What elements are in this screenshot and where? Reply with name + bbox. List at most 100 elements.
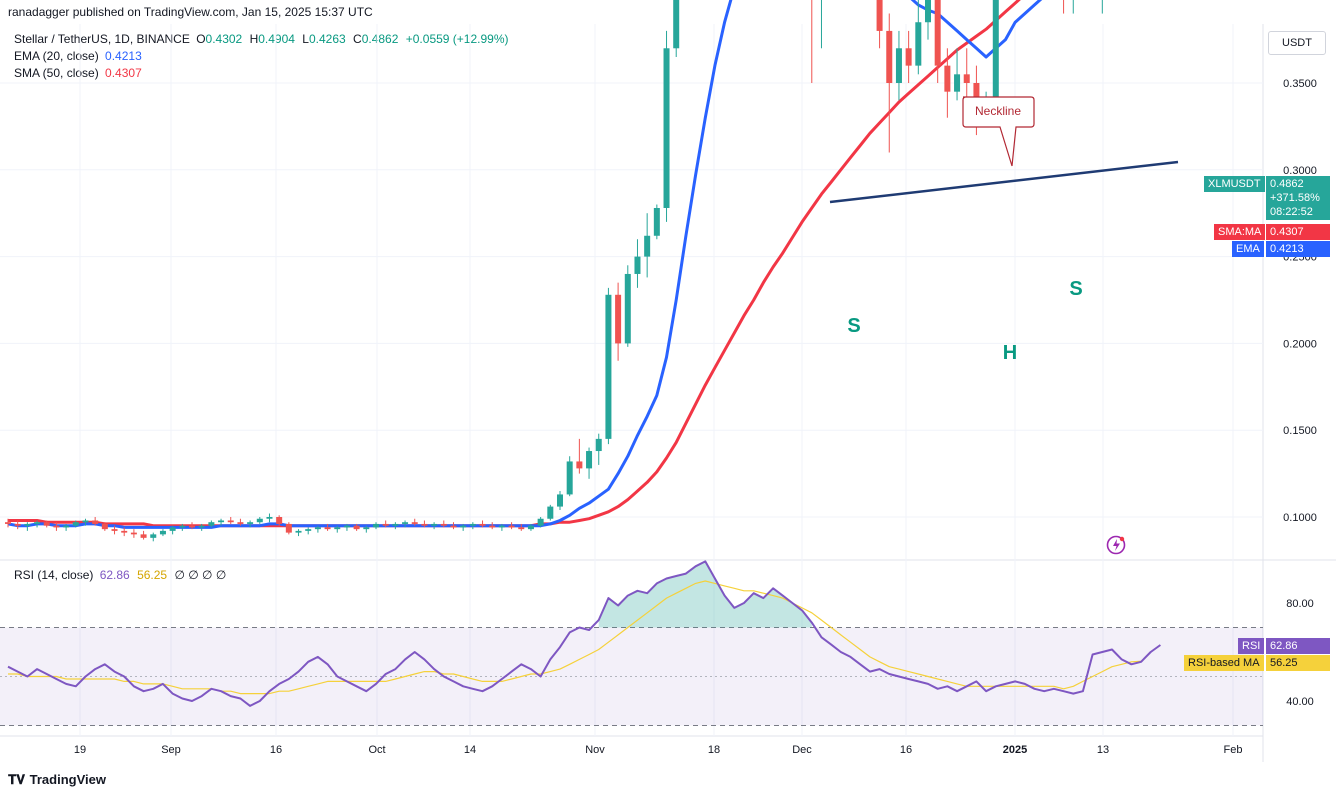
candle-body <box>402 522 409 524</box>
candle-body <box>653 207 660 236</box>
candle-body <box>121 530 128 533</box>
close-label: C <box>353 32 362 46</box>
candle-body <box>24 523 31 526</box>
sma-tag-value[interactable]: 0.4307 <box>1266 224 1330 240</box>
neckline-group[interactable] <box>829 160 1179 204</box>
symbol-name[interactable]: Stellar / TetherUS, 1D, BINANCE <box>14 32 190 46</box>
last-price-tag[interactable]: 0.4862 +371.58% 08:22:52 <box>1266 176 1330 220</box>
left-shoulder-label: S <box>847 315 860 337</box>
rsi-tag-value[interactable]: 62.86 <box>1266 638 1330 654</box>
candle-body <box>556 494 564 507</box>
time-tick-label: 2025 <box>1003 744 1027 756</box>
candle-body <box>334 527 341 530</box>
candle-body <box>586 451 593 469</box>
candle-body <box>673 0 680 49</box>
sma-legend-value: 0.4307 <box>105 66 142 80</box>
candle-body <box>343 525 350 528</box>
rsi-legend-value: 62.86 <box>99 568 130 582</box>
candle-body <box>624 273 631 344</box>
time-tick-label: 18 <box>708 744 720 756</box>
candle-body <box>634 256 641 274</box>
rsi-ma-tag-value[interactable]: 56.25 <box>1266 655 1330 671</box>
change-value: +0.0559 (+12.99%) <box>405 32 509 46</box>
candle-body <box>411 522 418 524</box>
sma-tag-label[interactable]: SMA:MA <box>1214 224 1266 240</box>
time-tick-label: Sep <box>161 744 181 756</box>
candle-body <box>440 523 447 526</box>
candle-body <box>92 520 99 524</box>
time-tick-label: 16 <box>900 744 912 756</box>
symbol-tag[interactable]: XLMUSDT <box>1204 176 1265 192</box>
candle-body <box>4 522 12 524</box>
rsi-legend-extras: ∅ ∅ ∅ ∅ <box>174 568 227 582</box>
sma-legend-label: SMA (50, close) <box>14 66 99 80</box>
time-tick-label: Oct <box>368 744 385 756</box>
candle-body <box>63 525 70 528</box>
candle-body <box>150 534 157 538</box>
candle-body <box>34 522 41 524</box>
candle-body <box>605 294 612 439</box>
candle-body <box>43 522 50 526</box>
candle-body <box>489 525 496 528</box>
currency-button[interactable]: USDT <box>1268 31 1326 55</box>
candle-body <box>140 534 147 538</box>
rsi-tick-label: 40.00 <box>1286 696 1314 708</box>
candle-body <box>72 522 79 526</box>
candle-body <box>944 65 951 92</box>
candle-body <box>392 523 399 526</box>
rsi-tag-label[interactable]: RSI <box>1238 638 1265 654</box>
alert-icon[interactable] <box>1106 535 1126 555</box>
candle-body <box>663 48 670 208</box>
ema-tag-value[interactable]: 0.4213 <box>1266 241 1330 257</box>
ema-legend[interactable]: EMA (20, close) 0.4213 <box>14 49 146 63</box>
candle-body <box>595 438 602 452</box>
candle-body <box>508 525 515 528</box>
tradingview-logo-icon: 𝐓𝐕 <box>8 772 25 787</box>
tradingview-brand-label: TradingView <box>29 772 106 787</box>
time-tick-label: 13 <box>1097 744 1109 756</box>
candle-body <box>934 0 941 66</box>
sma-legend[interactable]: SMA (50, close) 0.4307 <box>14 66 146 80</box>
tradingview-brand[interactable]: 𝐓𝐕 TradingView <box>8 772 106 788</box>
right-shoulder-label: S <box>1069 278 1082 300</box>
candle-body <box>247 522 254 524</box>
candle-body <box>188 525 196 528</box>
main-grid <box>0 24 1263 736</box>
candle-body <box>886 30 893 84</box>
candle-body <box>915 22 922 66</box>
time-tick-label: 16 <box>270 744 282 756</box>
bar-countdown: 08:22:52 <box>1270 206 1313 218</box>
candle-body <box>237 522 244 524</box>
rsi-pane <box>0 627 1263 726</box>
candle-body <box>179 525 186 528</box>
price-tick-label: 0.2000 <box>1283 338 1317 350</box>
neckline-callout[interactable]: Neckline <box>962 96 1035 167</box>
rsi-lines <box>7 560 1161 707</box>
rsi-line <box>7 560 1161 707</box>
symbol-legend: Stellar / TetherUS, 1D, BINANCE O0.4302 … <box>14 32 513 46</box>
candle-body <box>537 518 544 526</box>
time-tick-label: 14 <box>464 744 476 756</box>
candle-body <box>876 0 883 31</box>
rsi-ma-tag-label[interactable]: RSI-based MA <box>1184 655 1264 671</box>
candle-body <box>469 523 476 526</box>
candle-body <box>276 517 283 524</box>
candle-body <box>615 294 622 344</box>
candle-body <box>450 525 457 528</box>
ema-tag-label[interactable]: EMA <box>1232 241 1264 257</box>
candle-body <box>266 517 273 519</box>
price-tick-label: 0.3500 <box>1283 78 1317 90</box>
rsi-legend[interactable]: RSI (14, close) 62.86 56.25 ∅ ∅ ∅ ∅ <box>14 568 229 582</box>
rsi-tick-label: 80.00 <box>1286 598 1314 610</box>
time-axis[interactable]: 19 Sep 16 Oct 14 Nov 18 Dec 16 2025 13 Feb <box>74 744 1243 756</box>
close-value: 0.4862 <box>361 32 399 46</box>
time-tick-label: Dec <box>792 744 812 756</box>
neckline-label: Neckline <box>975 104 1021 118</box>
price-axis[interactable]: 0.10000.15000.20000.25000.30000.35000.40… <box>1283 0 1317 524</box>
rsi-axis[interactable]: 40.00 80.00 <box>1286 598 1314 708</box>
last-price-value: 0.4862 <box>1270 178 1304 190</box>
candle-body <box>159 530 166 535</box>
ema-legend-label: EMA (20, close) <box>14 49 99 63</box>
candle-body <box>324 527 331 530</box>
